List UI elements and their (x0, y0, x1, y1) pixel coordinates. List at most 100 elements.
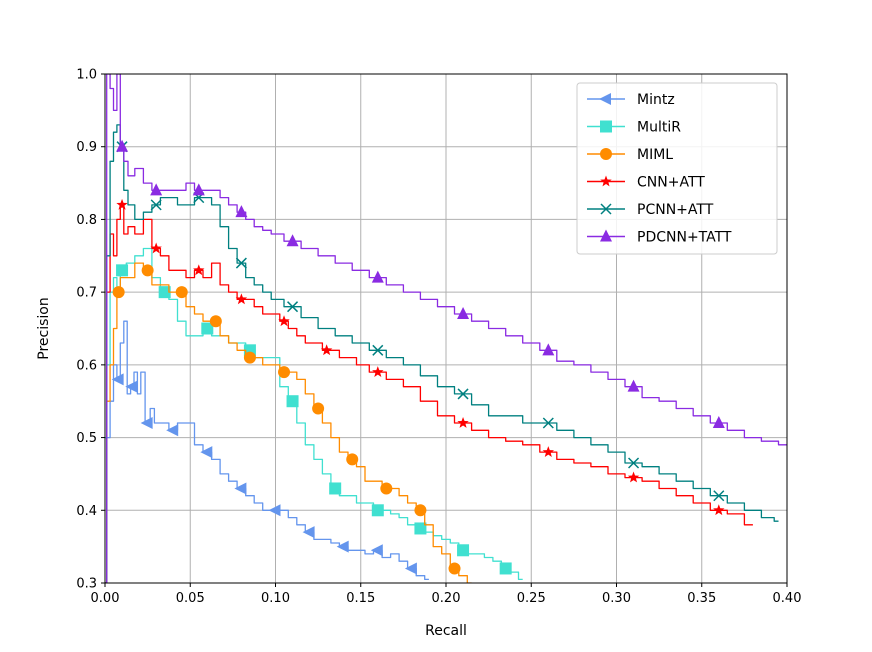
series-miml (105, 262, 472, 583)
y-tick-label: 0.9 (76, 140, 97, 155)
y-axis-label: Precision (36, 297, 52, 359)
data-point-cnn-att (278, 315, 290, 327)
data-point-cnn-att (150, 242, 162, 254)
x-tick-label: 0.40 (773, 591, 802, 606)
legend-label: MIML (637, 147, 673, 163)
data-point-pcnn-att (150, 199, 162, 211)
x-tick-label: 0.20 (432, 591, 461, 606)
data-point-multir (499, 562, 512, 575)
legend-label: PDCNN+TATT (637, 230, 732, 246)
legend-label: Mintz (637, 92, 675, 108)
data-point-cnn-att (320, 344, 333, 356)
data-point-multir (457, 544, 470, 557)
data-point-pcnn-att (372, 344, 384, 356)
legend-marker (600, 203, 612, 215)
data-point-mintz (166, 424, 179, 437)
legend-item-pdcnn-tatt: PDCNN+TATT (587, 229, 732, 246)
series-layer (105, 74, 787, 583)
y-tick-label: 0.6 (76, 358, 97, 373)
data-point-mintz (125, 380, 138, 393)
data-point-pdcnn-tatt (627, 379, 640, 392)
data-point-miml (209, 315, 222, 328)
y-tick-label: 0.3 (76, 577, 97, 592)
data-point-cnn-att (713, 504, 725, 516)
data-point-multir (286, 395, 299, 408)
data-point-pdcnn-tatt (286, 234, 299, 247)
legend-item-mintz: Mintz (587, 92, 675, 108)
data-point-miml (448, 562, 461, 575)
data-point-mintz (200, 446, 213, 459)
data-point-pdcnn-tatt (192, 183, 205, 196)
data-point-multir (371, 504, 384, 517)
data-point-mintz (404, 562, 417, 575)
x-tick-label: 0.10 (261, 591, 290, 606)
series-cnn-att (105, 198, 753, 583)
legend-item-pcnn-att: PCNN+ATT (587, 202, 714, 218)
data-point-mintz (370, 544, 383, 557)
data-point-pdcnn-tatt (457, 306, 470, 319)
x-tick-label: 0.35 (687, 591, 716, 606)
legend-marker (600, 175, 612, 187)
data-point-mintz (111, 373, 124, 386)
y-tick-label: 0.7 (76, 286, 97, 301)
x-tick-label: 0.05 (176, 591, 205, 606)
series-line-pcnn-att (105, 124, 779, 583)
data-point-pdcnn-tatt (712, 416, 725, 429)
series-line-multir (105, 247, 523, 581)
data-point-cnn-att (235, 293, 248, 305)
data-point-pdcnn-tatt (150, 183, 163, 196)
y-axis: 0.3 0.4 0.5 0.6 0.7 0.8 0.9 1.0 (76, 68, 105, 592)
data-point-cnn-att (542, 446, 555, 457)
x-tick-label: 0.25 (517, 591, 546, 606)
legend-item-multir: MultiR (587, 120, 681, 136)
legend-item-cnn-att: CNN+ATT (587, 175, 705, 191)
data-point-cnn-att (457, 417, 469, 428)
series-multir (105, 247, 523, 581)
data-point-multir (329, 482, 342, 495)
data-point-pcnn-att (628, 457, 640, 469)
legend-label: PCNN+ATT (637, 202, 714, 218)
legend-box (576, 82, 778, 255)
legend-marker (600, 120, 612, 133)
data-point-cnn-att (627, 471, 640, 483)
data-point-mintz (302, 526, 315, 539)
data-point-miml (414, 504, 427, 517)
x-tick-label: 0.00 (91, 591, 120, 606)
x-axis-label: Recall (425, 623, 467, 639)
data-point-pdcnn-tatt (235, 205, 248, 218)
x-tick-label: 0.15 (346, 591, 375, 606)
data-point-miml (112, 286, 125, 299)
series-mintz (105, 320, 429, 583)
y-tick-label: 0.8 (76, 213, 97, 228)
series-line-cnn-att (105, 204, 753, 583)
legend-label: MultiR (637, 120, 681, 136)
data-point-pdcnn-tatt (542, 343, 555, 356)
y-tick-label: 1.0 (76, 68, 97, 83)
data-point-multir (158, 286, 171, 299)
data-point-miml (278, 366, 291, 379)
data-point-miml (141, 264, 154, 277)
data-point-miml (243, 351, 256, 364)
data-point-pcnn-att (457, 388, 469, 400)
data-point-multir (116, 264, 129, 277)
data-point-miml (312, 402, 325, 415)
data-point-miml (346, 453, 359, 466)
legend-marker (600, 148, 612, 160)
series-pdcnn-tatt (105, 74, 787, 583)
series-line-pdcnn-tatt (105, 74, 787, 583)
data-point-pcnn-att (542, 417, 554, 429)
data-point-pdcnn-tatt (371, 270, 384, 283)
legend-label: CNN+ATT (637, 175, 705, 191)
data-point-mintz (140, 417, 153, 430)
data-point-pcnn-att (235, 257, 247, 269)
legend: Mintz MultiR MIML CNN+ATT PCNN+ATT PDCNN+TATT (576, 82, 778, 255)
data-point-miml (175, 286, 188, 299)
data-point-cnn-att (193, 264, 205, 276)
legend-item-miml: MIML (587, 147, 673, 163)
legend-marker (599, 93, 611, 105)
x-axis: 0.00 0.05 0.10 0.15 0.20 0.25 0.30 0.35 0.40 (91, 583, 802, 606)
data-point-cnn-att (116, 198, 128, 210)
data-point-mintz (268, 504, 281, 517)
legend-marker (600, 229, 612, 242)
